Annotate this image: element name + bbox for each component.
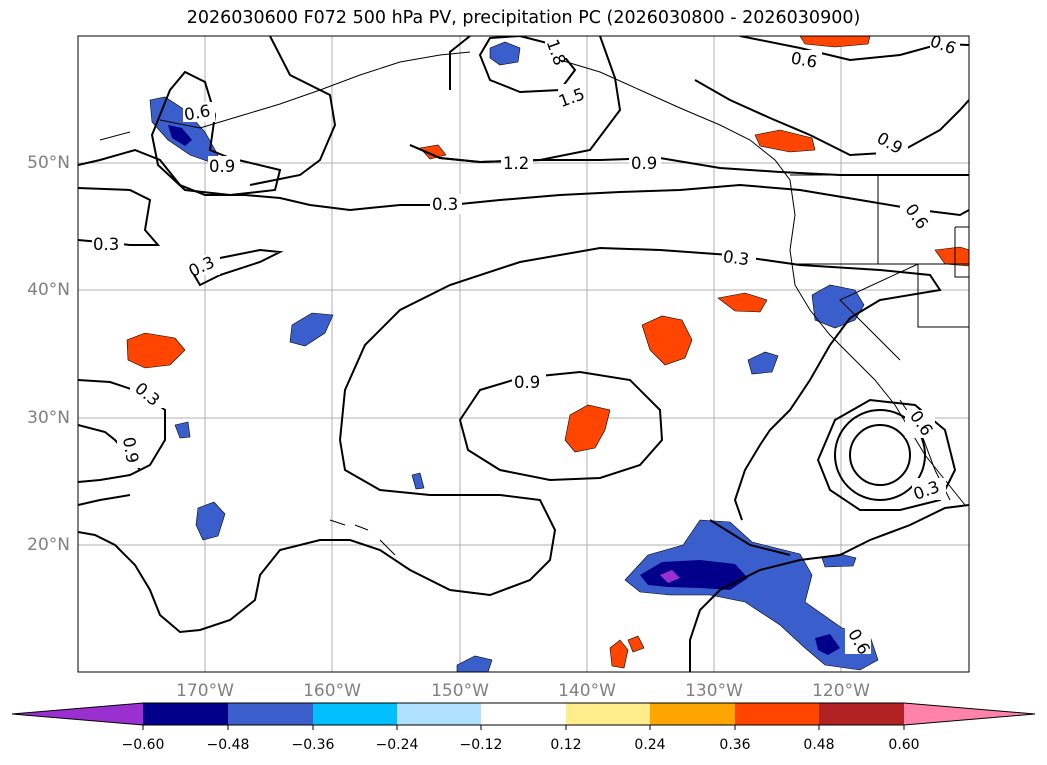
precip-patch <box>627 635 645 653</box>
precip-patch <box>289 312 334 347</box>
colorbar-tick-label: −0.48 <box>206 737 250 753</box>
precip-patch <box>641 315 693 366</box>
precip-patch <box>168 125 192 146</box>
lon-tick-label: 170°W <box>176 681 234 701</box>
colorbar-tick-label: 0.12 <box>550 737 582 753</box>
lon-tick-label: 120°W <box>812 681 870 701</box>
colorbar-extend-high <box>904 703 1035 725</box>
colorbar-tick-label: −0.60 <box>121 737 165 753</box>
colorbar-swatch <box>143 703 228 725</box>
precip-patch <box>660 570 680 583</box>
colorbar-tick-label: 0.36 <box>719 737 751 753</box>
contour-label: 0.6 <box>789 49 818 72</box>
precip-patch <box>624 519 879 671</box>
colorbar-swatch <box>735 703 819 725</box>
contour-label: 0.3 <box>722 247 751 269</box>
lat-tick-label: 30°N <box>27 408 70 428</box>
colorbar-swatch <box>481 703 566 725</box>
contour-label: 0.9 <box>631 154 657 173</box>
precip-patch <box>564 404 611 453</box>
contour-label: 0.6 <box>927 31 958 58</box>
lat-tick-label: 20°N <box>27 535 70 555</box>
precip-patch <box>195 501 226 541</box>
pv-contours <box>78 36 969 672</box>
precip-patch <box>640 560 748 590</box>
contour-label: 0.6 <box>183 101 212 124</box>
lon-tick-label: 150°W <box>431 681 489 701</box>
colorbar-tick-label: 0.24 <box>634 737 666 753</box>
lon-tick-label: 130°W <box>685 681 743 701</box>
precip-patch <box>717 292 768 313</box>
lon-tick-label: 160°W <box>303 681 361 701</box>
colorbar-extend-low <box>12 703 143 725</box>
colorbar-swatch <box>228 703 313 725</box>
contour-label: 0.9 <box>209 157 235 176</box>
colorbar-tick-label: 0.60 <box>888 737 920 753</box>
colorbar-swatch <box>650 703 735 725</box>
precip-patch <box>456 655 493 672</box>
colorbar-swatch <box>566 703 650 725</box>
precip-patch <box>174 421 191 439</box>
precip-patch <box>754 129 816 153</box>
precip-patch <box>411 472 425 490</box>
colorbar-tick-label: 0.48 <box>803 737 835 753</box>
precip-patch <box>815 634 840 655</box>
contour-labels: 1.8 1.5 1.2 0.9 0.6 0.6 0.9 0.9 0.6 0.3 … <box>92 31 960 658</box>
precip-patches <box>126 36 969 672</box>
colorbar <box>11 702 1036 730</box>
contour-label: 0.3 <box>432 195 458 214</box>
precip-patch <box>799 36 871 48</box>
precip-patch <box>934 246 969 267</box>
colorbar-tick-label: −0.12 <box>459 737 503 753</box>
colorbar-tick-label: −0.36 <box>291 737 335 753</box>
precip-patch <box>489 41 521 66</box>
contour-label: 0.9 <box>514 373 540 392</box>
precip-patch <box>609 639 629 669</box>
contour-label: 0.9 <box>119 435 142 464</box>
precip-patch <box>419 144 447 160</box>
precip-patch <box>126 332 186 369</box>
lat-tick-label: 50°N <box>27 153 70 173</box>
colorbar-tick-label: −0.24 <box>375 737 419 753</box>
map-title: 2026030600 F072 500 hPa PV, precipitatio… <box>186 8 861 28</box>
colorbar-swatch <box>313 703 397 725</box>
colorbar-swatch <box>819 703 904 725</box>
lat-tick-label: 40°N <box>27 280 70 300</box>
lon-tick-label: 140°W <box>558 681 616 701</box>
map-frame <box>77 35 970 673</box>
contour-label: 1.2 <box>503 154 529 173</box>
graticule <box>78 36 969 672</box>
colorbar-swatch <box>397 703 481 725</box>
contour-label: 0.3 <box>93 235 119 254</box>
precip-patch <box>747 351 779 375</box>
